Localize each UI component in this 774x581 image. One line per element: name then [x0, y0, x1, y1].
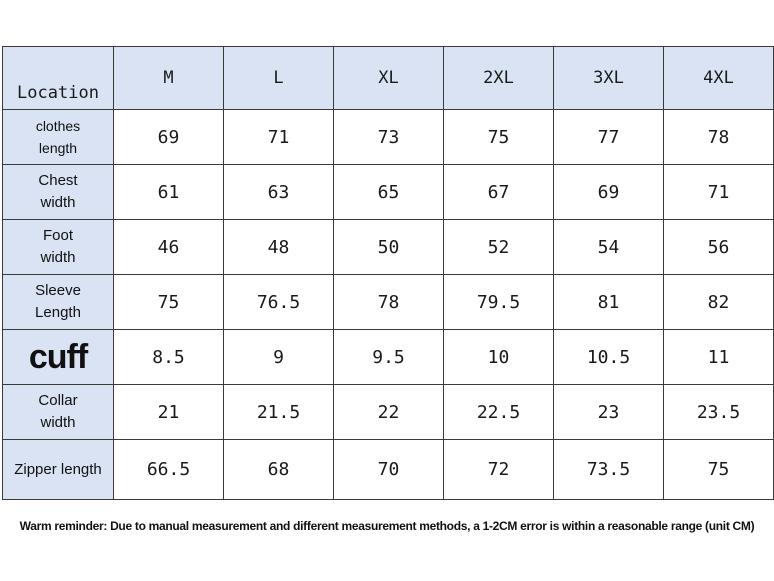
table-cell: 22: [333, 384, 444, 440]
table-cell: 65: [333, 164, 444, 220]
row-label-line: Zipper length: [14, 460, 102, 478]
table-cell: 75: [663, 439, 774, 500]
table-cell: 81: [553, 274, 664, 330]
row-label-line: Foot: [42, 227, 73, 244]
row-label-collar-width: Collar width: [2, 384, 114, 440]
table-cell: 76.5: [223, 274, 334, 330]
corner-label: Location: [17, 83, 99, 103]
table-cell: 10.5: [553, 329, 664, 385]
table-cell: 71: [223, 109, 334, 165]
table-cell: 54: [553, 219, 664, 275]
row-label-cuff: cuff: [2, 329, 114, 385]
corner-header: Location: [2, 46, 114, 110]
table-cell: 69: [113, 109, 224, 165]
row-label-zipper-length: Zipper length: [2, 439, 114, 500]
table-cell: 61: [113, 164, 224, 220]
table-cell: 11: [663, 329, 774, 385]
table-row: cuff 8.5 9 9.5 10 10.5 11: [2, 329, 774, 385]
table-cell: 73: [333, 109, 444, 165]
table-cell: 75: [113, 274, 224, 330]
table-cell: 78: [663, 109, 774, 165]
row-label-line: cuff: [28, 338, 88, 376]
table-cell: 75: [443, 109, 554, 165]
table-cell: 22.5: [443, 384, 554, 440]
table-row: Chest width 61 63 65 67 69 71: [2, 164, 774, 220]
row-label-line: width: [40, 414, 76, 431]
size-header-l: L: [223, 46, 334, 110]
row-label-line: Length: [35, 304, 81, 321]
table-row: clothes length 69 71 73 75 77 78: [2, 109, 774, 165]
table-cell: 8.5: [113, 329, 224, 385]
row-label-line: clothes: [35, 118, 81, 134]
row-label-line: width: [40, 194, 76, 211]
table-row: Sleeve Length 75 76.5 78 79.5 81 82: [2, 274, 774, 330]
table-cell: 52: [443, 219, 554, 275]
size-header-xl: XL: [333, 46, 444, 110]
table-cell: 48: [223, 219, 334, 275]
table-cell: 82: [663, 274, 774, 330]
table-cell: 63: [223, 164, 334, 220]
size-header-2xl: 2XL: [443, 46, 554, 110]
row-label-foot-width: Foot width: [2, 219, 114, 275]
size-header-3xl: 3XL: [553, 46, 664, 110]
row-label-line: Chest: [38, 172, 78, 189]
size-chart-table: Location M L XL 2XL 3XL 4XL clothes leng…: [2, 46, 774, 500]
table-cell: 72: [443, 439, 554, 500]
row-label-line: Sleeve: [35, 282, 81, 299]
row-label-line: length: [38, 140, 78, 156]
table-row: Foot width 46 48 50 52 54 56: [2, 219, 774, 275]
table-cell: 10: [443, 329, 554, 385]
table-cell: 23: [553, 384, 664, 440]
size-header-4xl: 4XL: [663, 46, 774, 110]
table-cell: 50: [333, 219, 444, 275]
table-cell: 9: [223, 329, 334, 385]
row-label-line: width: [40, 249, 76, 266]
table-cell: 56: [663, 219, 774, 275]
row-label-clothes-length: clothes length: [2, 109, 114, 165]
table-cell: 23.5: [663, 384, 774, 440]
table-cell: 71: [663, 164, 774, 220]
table-cell: 78: [333, 274, 444, 330]
table-cell: 79.5: [443, 274, 554, 330]
size-header-m: M: [113, 46, 224, 110]
table-cell: 68: [223, 439, 334, 500]
table-cell: 46: [113, 219, 224, 275]
row-label-chest-width: Chest width: [2, 164, 114, 220]
table-cell: 73.5: [553, 439, 664, 500]
table-cell: 9.5: [333, 329, 444, 385]
table-cell: 77: [553, 109, 664, 165]
table-row: Collar width 21 21.5 22 22.5 23 23.5: [2, 384, 774, 440]
table-cell: 21.5: [223, 384, 334, 440]
table-cell: 69: [553, 164, 664, 220]
table-cell: 70: [333, 439, 444, 500]
table-cell: 67: [443, 164, 554, 220]
row-label-line: Collar: [38, 392, 78, 409]
header-row: Location M L XL 2XL 3XL 4XL: [2, 46, 774, 110]
table-row: Zipper length 66.5 68 70 72 73.5 75: [2, 439, 774, 500]
table-cell: 21: [113, 384, 224, 440]
measurement-reminder: Warm reminder: Due to manual measurement…: [19, 519, 755, 533]
table-cell: 66.5: [113, 439, 224, 500]
row-label-sleeve-length: Sleeve Length: [2, 274, 114, 330]
